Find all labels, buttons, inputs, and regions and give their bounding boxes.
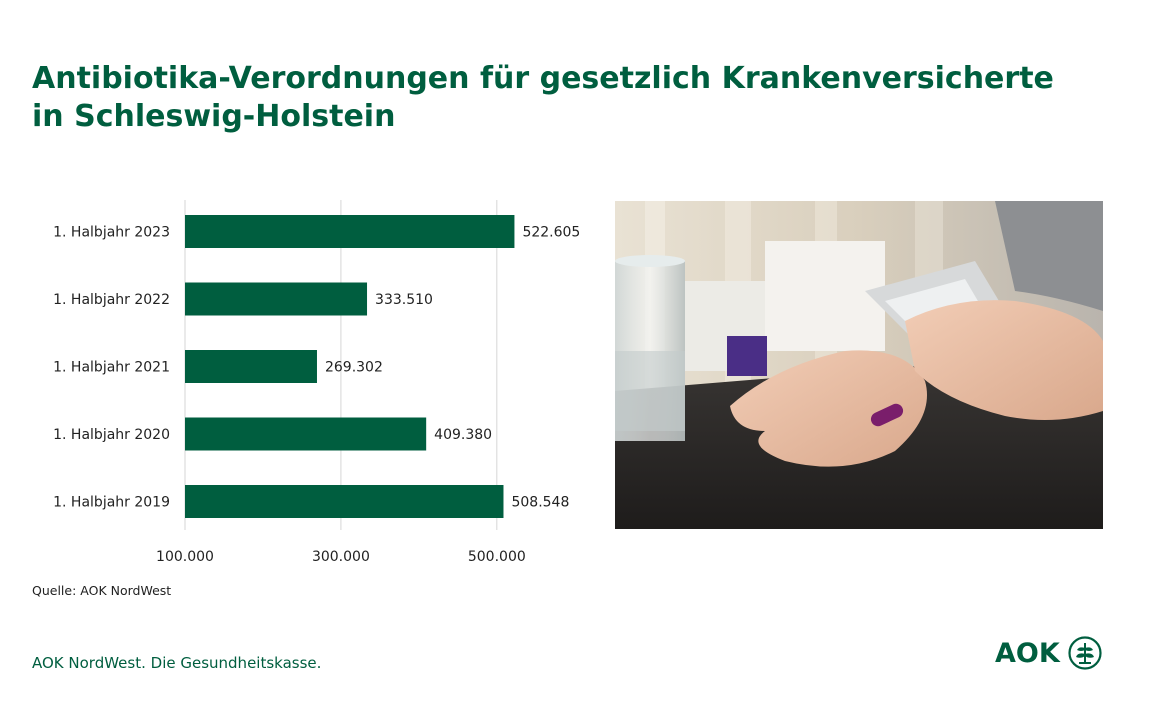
tick-label: 500.000 — [468, 549, 526, 565]
category-label: 1. Halbjahr 2021 — [53, 360, 170, 376]
value-label: 333.510 — [375, 292, 433, 308]
photo-illustration — [615, 201, 1103, 529]
title-line-2: in Schleswig-Holstein — [32, 99, 396, 134]
value-label: 269.302 — [325, 360, 383, 376]
bar — [185, 282, 368, 316]
bar — [185, 215, 515, 248]
bar — [185, 350, 317, 383]
title-line-1: Antibiotika-Verordnungen für gesetzlich … — [32, 61, 1054, 96]
category-label: 1. Halbjahr 2023 — [53, 225, 170, 241]
source-note: Quelle: AOK NordWest — [32, 583, 172, 598]
value-label: 409.380 — [434, 427, 492, 443]
bar — [185, 417, 427, 451]
tick-label: 100.000 — [156, 549, 214, 565]
value-label: 508.548 — [511, 495, 569, 511]
bar-chart: 1. Halbjahr 2023 522.605 1. Halbjahr 2022 3… — [53, 200, 580, 565]
aok-logo: AOK — [995, 636, 1102, 670]
category-label: 1. Halbjahr 2022 — [53, 292, 170, 308]
category-label: 1. Halbjahr 2020 — [53, 427, 170, 443]
category-label: 1. Halbjahr 2019 — [53, 495, 170, 511]
logo-wordmark: AOK — [995, 637, 1060, 669]
tick-label: 300.000 — [312, 549, 370, 565]
bar — [185, 485, 504, 518]
chart-title: Antibiotika-Verordnungen für gesetzlich … — [32, 60, 1112, 136]
value-label: 522.605 — [522, 225, 580, 241]
footer-slogan: AOK NordWest. Die Gesundheitskasse. — [32, 654, 322, 672]
tree-icon — [1068, 636, 1102, 670]
photo-hand-holding-capsule — [615, 201, 1103, 529]
